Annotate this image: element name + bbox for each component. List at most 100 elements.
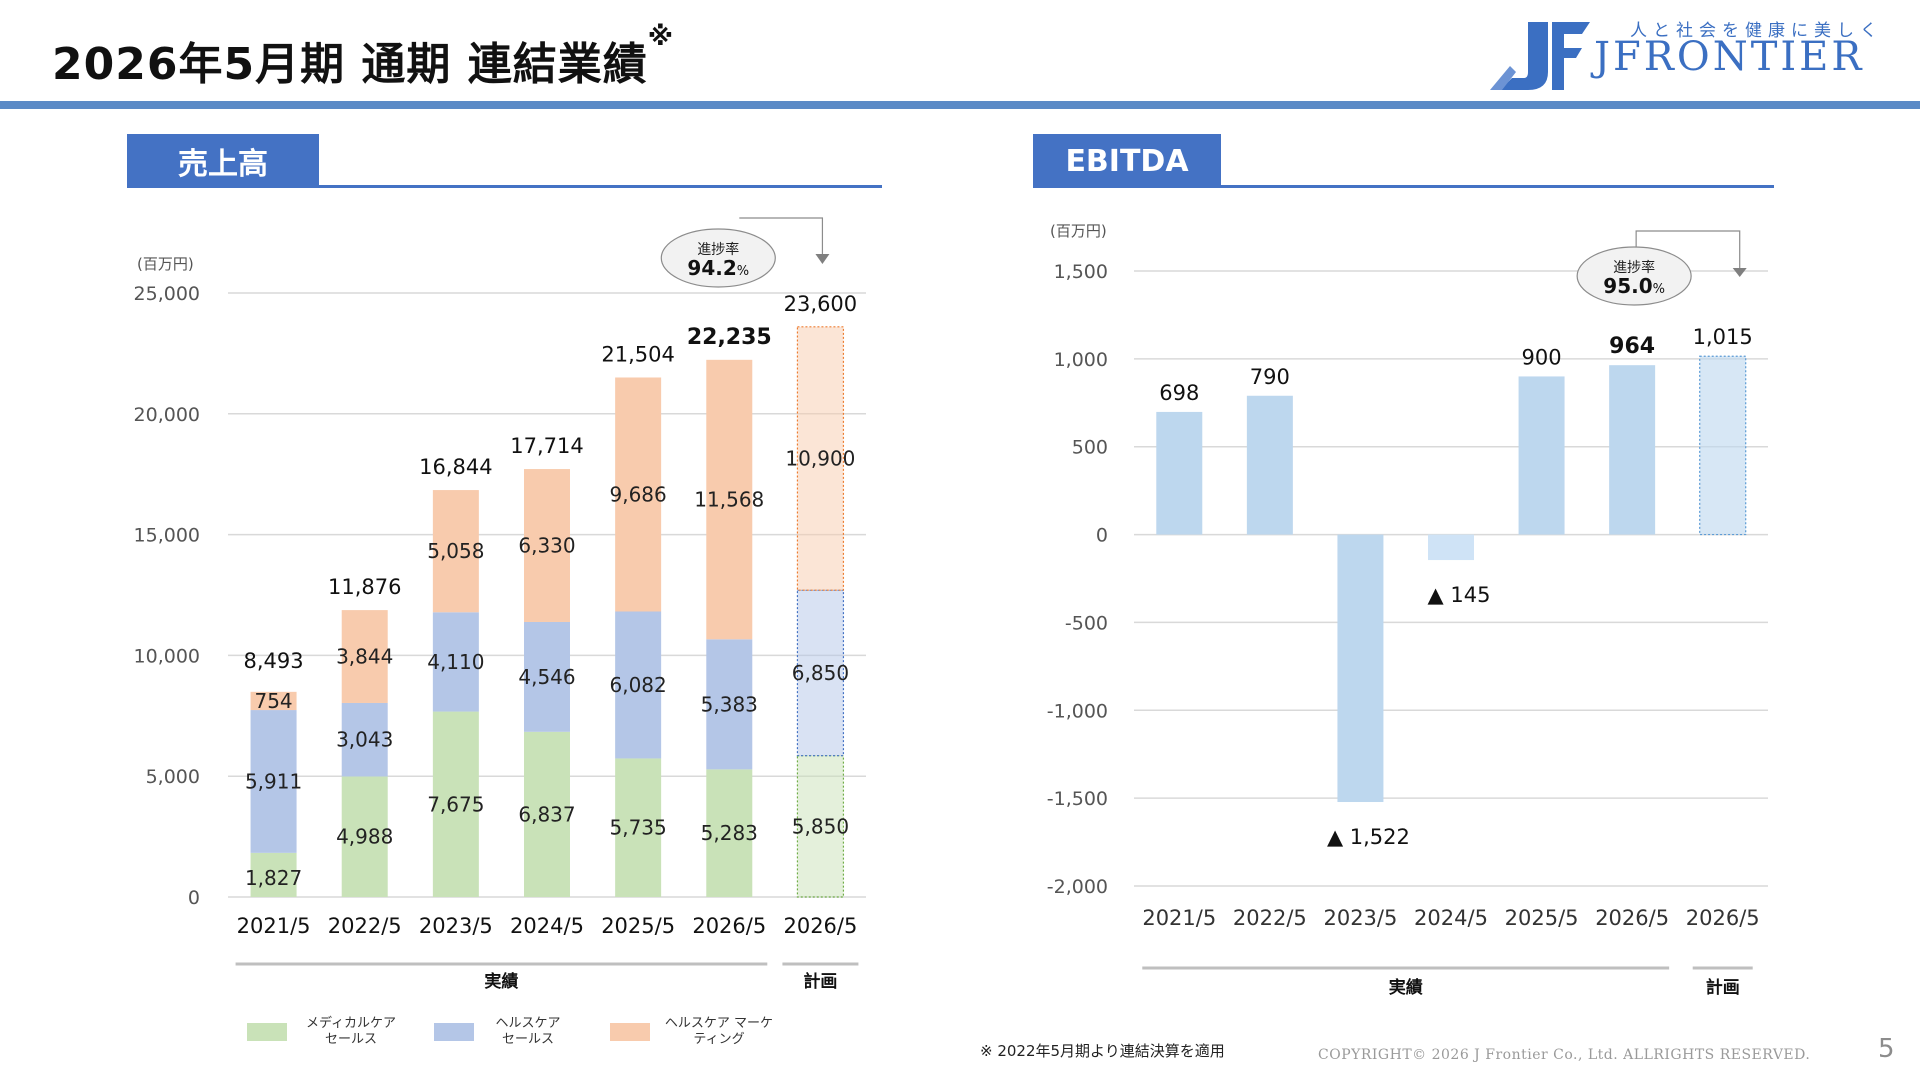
sales-progress-arrow-icon	[815, 254, 830, 264]
legend-healthcare-marketing: ヘルスケア マーケティング	[610, 1016, 774, 1048]
sales-segment-label: 3,844	[336, 645, 393, 669]
sales-total-label: 23,600	[784, 292, 857, 316]
legend-swatch-medical	[247, 1023, 287, 1041]
ebitda-value-label: 900	[1522, 345, 1562, 369]
sales-bar-segment	[341, 702, 388, 777]
sales-progress-value: 94.2%	[687, 256, 749, 280]
sales-bar-segment	[706, 639, 753, 770]
sales-segment-label: 4,988	[336, 825, 393, 849]
ebitda-value-label: 790	[1250, 365, 1290, 389]
sales-segment-label: 5,383	[701, 692, 758, 716]
ebitda-bar	[1246, 395, 1293, 535]
ebitda-unit-label: (百万円)	[1050, 222, 1107, 240]
sales-bar-segment	[524, 731, 570, 897]
page-title: 2026年5月期 通期 連結業績※	[52, 22, 674, 90]
ebitda-bar	[1156, 411, 1203, 535]
sales-progress-title: 進捗率	[697, 241, 739, 258]
ebitda-xtick-label: 2025/5	[1505, 906, 1579, 930]
ebitda-value-label: 698	[1159, 381, 1199, 405]
sales-segment-label: 1,827	[245, 866, 302, 890]
sales-xtick-label: 2024/5	[510, 914, 584, 938]
ebitda-ytick-label: 1,000	[1054, 349, 1108, 371]
ebitda-ytick-label: -500	[1065, 612, 1108, 634]
sales-segment-label: 11,568	[694, 488, 764, 512]
sales-total-label: 22,235	[687, 325, 772, 350]
footnote: ※ 2022年5月期より連結決算を適用	[980, 1042, 1225, 1060]
ebitda-bar	[1609, 365, 1656, 535]
title-note-mark: ※	[647, 22, 674, 52]
ebitda-xtick-label: 2023/5	[1323, 906, 1397, 930]
ebitda-bar	[1428, 534, 1474, 561]
sales-segment-label: 6,330	[518, 534, 575, 558]
sales-segment-label: 5,850	[792, 814, 849, 838]
sales-segment-label: 4,110	[427, 650, 484, 674]
sales-segment-label: 7,675	[427, 792, 484, 816]
ebitda-bar	[1337, 534, 1384, 803]
ebitda-progress-title: 進捗率	[1613, 259, 1655, 276]
sales-xtick-label: 2023/5	[419, 914, 493, 938]
sales-ytick-label: 0	[188, 887, 200, 909]
legend-medical-care-sales: メディカルケア セールス	[247, 1016, 401, 1048]
sales-ytick-label: 15,000	[134, 525, 200, 547]
legend-swatch-healthcare-sales	[434, 1023, 474, 1041]
sales-bar-segment	[524, 469, 570, 622]
ebitda-xtick-label: 2026/5	[1686, 906, 1760, 930]
ebitda-section-rule	[1033, 185, 1774, 188]
sales-segment-label: 5,735	[610, 816, 667, 840]
sales-segment-label: 4,546	[518, 665, 575, 689]
sales-group-plan-label: 計画	[803, 971, 837, 992]
ebitda-progress-arrow-icon	[1732, 268, 1747, 277]
sales-unit-label: (百万円)	[137, 255, 194, 273]
sales-bar-segment	[524, 621, 570, 732]
logo-tagline: 人と社会を健康に美しく	[1630, 21, 1883, 41]
ebitda-section-tab: EBITDA	[1033, 134, 1221, 188]
sales-segment-label: 6,082	[610, 673, 667, 697]
legend-swatch-healthcare-marketing	[610, 1023, 650, 1041]
sales-total-label: 16,844	[419, 455, 492, 479]
sales-bar-segment	[250, 852, 297, 897]
page-number: 5	[1878, 1034, 1895, 1064]
sales-progress-bubble	[660, 228, 776, 288]
ebitda-ytick-label: 0	[1096, 525, 1108, 547]
sales-progress-connector	[739, 217, 824, 256]
sales-bar-segment	[615, 377, 662, 612]
header-rule	[0, 101, 1920, 109]
ebitda-ytick-label: -1,000	[1047, 700, 1108, 722]
sales-group-actual-label: 実績	[484, 971, 518, 992]
ebitda-xtick-label: 2022/5	[1233, 906, 1307, 930]
sales-segment-label: 3,043	[336, 728, 393, 752]
sales-segment-label: 5,283	[701, 821, 758, 845]
ebitda-group-plan-label: 計画	[1706, 977, 1740, 998]
ebitda-ytick-label: 500	[1072, 437, 1108, 459]
ebitda-value-label: 1,015	[1693, 325, 1753, 349]
jf-logo-icon	[1490, 22, 1590, 90]
sales-bar-segment	[432, 612, 479, 712]
sales-ytick-label: 25,000	[134, 283, 200, 305]
sales-segment-label: 5,911	[245, 769, 302, 793]
sales-segment-label: 6,837	[518, 802, 575, 826]
ebitda-xtick-label: 2021/5	[1142, 906, 1216, 930]
sales-segment-label: 5,058	[427, 539, 484, 563]
sales-ytick-label: 10,000	[134, 645, 200, 667]
ebitda-value-label: ▲ 1,522	[1327, 825, 1410, 849]
ebitda-group-actual-label: 実績	[1389, 977, 1423, 998]
sales-stacked-bar-chart: (百万円) 0 5,000 10,000 15,000 20,000 25,000 1,827…	[134, 217, 866, 992]
sales-xtick-label: 2021/5	[237, 914, 311, 938]
sales-bar-segment	[796, 326, 845, 591]
sales-xtick-label: 2025/5	[601, 914, 675, 938]
sales-bar-segment	[250, 710, 297, 853]
ebitda-bar	[1699, 355, 1747, 536]
sales-bar-segment	[796, 755, 845, 898]
legend-label-healthcare-sales: ヘルスケア セールス	[495, 1016, 561, 1047]
sales-total-label: 17,714	[510, 434, 583, 458]
ebitda-ytick-label: -2,000	[1047, 876, 1108, 898]
sales-section-tab: 売上高	[127, 134, 319, 188]
sales-segment-label: 9,686	[610, 482, 667, 506]
sales-ytick-label: 5,000	[146, 766, 200, 788]
sales-total-label: 21,504	[601, 342, 674, 366]
ebitda-progress-value: 95.0%	[1603, 274, 1665, 298]
sales-bar-segment	[432, 711, 479, 897]
copyright: COPYRIGHT© 2026 J Frontier Co., Ltd. ALL…	[1318, 1047, 1811, 1063]
ebitda-bar	[1518, 376, 1565, 535]
sales-section-rule	[127, 185, 882, 188]
